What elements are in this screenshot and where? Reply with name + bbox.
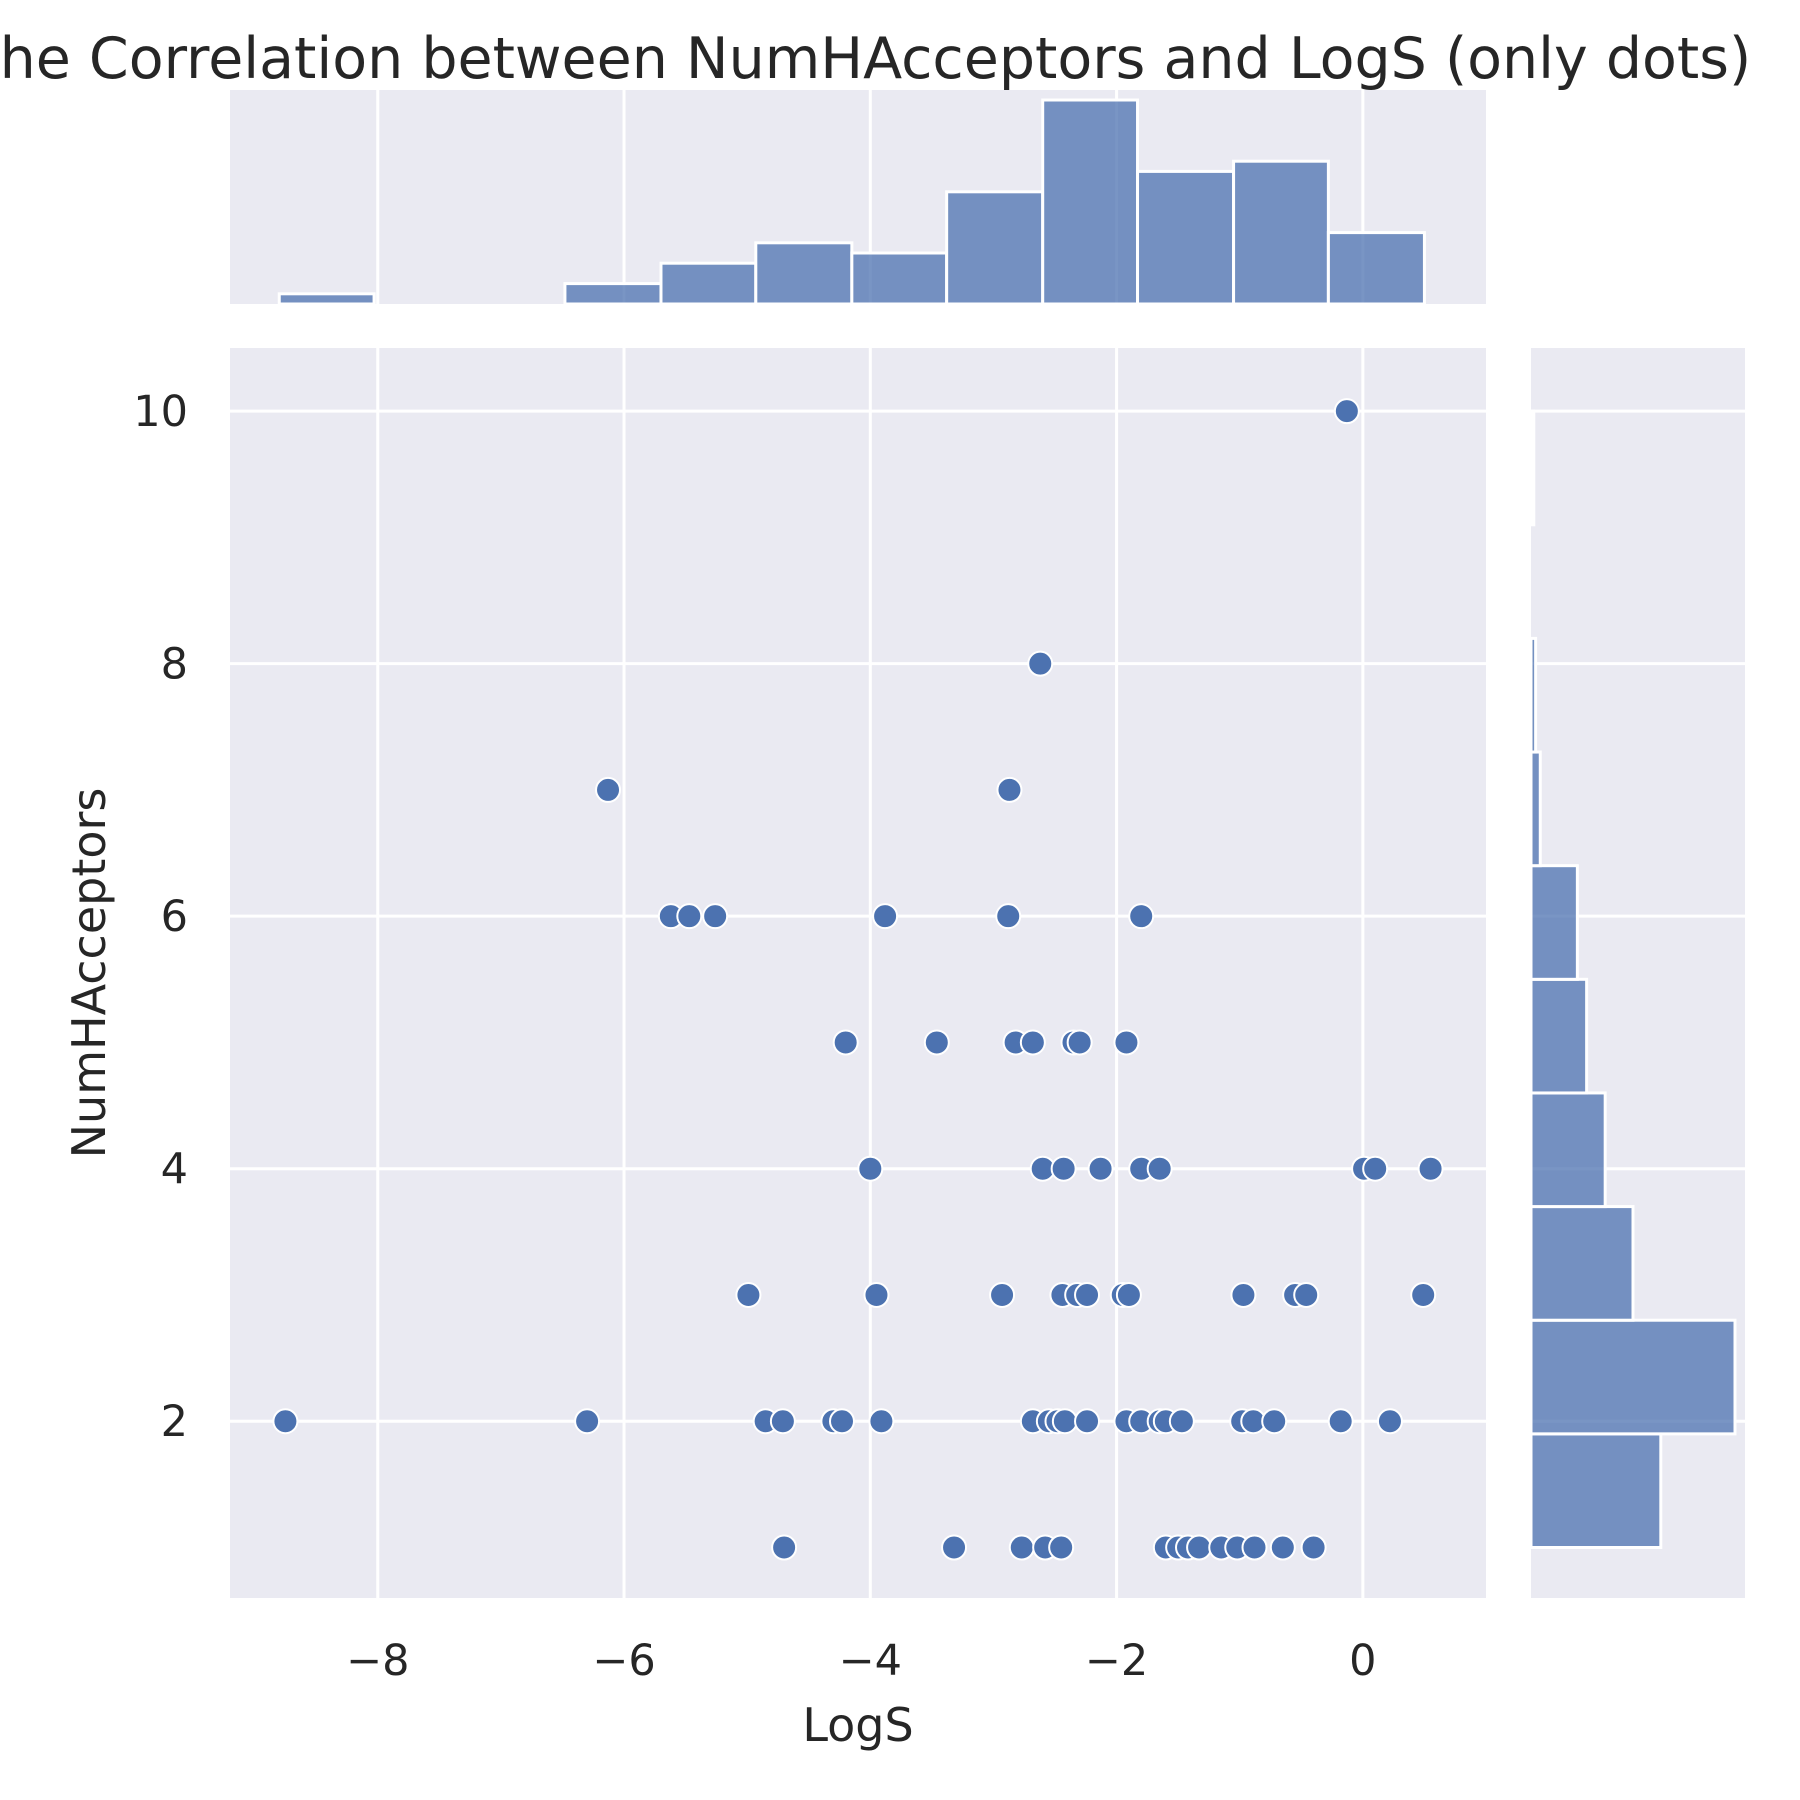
scatter-point [1300, 1534, 1327, 1561]
scatter-point [1186, 1534, 1213, 1561]
scatter-point [832, 1029, 859, 1056]
scatter-point [1230, 1281, 1257, 1308]
scatter-plot-area [230, 348, 1486, 1598]
scatter-point [1051, 1408, 1078, 1435]
chart-title: The Correlation between NumHAcceptors an… [0, 26, 1751, 92]
top-hist-bar [1041, 98, 1140, 306]
right-hist-bar [1529, 1205, 1635, 1322]
scatter-point [771, 1534, 798, 1561]
scatter-point [989, 1281, 1016, 1308]
scatter-point [1241, 1534, 1268, 1561]
scatter-point [872, 903, 899, 930]
scatter-point [1027, 650, 1054, 677]
scatter-point [1066, 1029, 1093, 1056]
scatter-point [574, 1408, 601, 1435]
scatter-background [230, 348, 1486, 1598]
right-hist-bar [1529, 1091, 1607, 1209]
scatter-point [1128, 903, 1155, 930]
scatter-point [1333, 398, 1360, 425]
top-marginal-histogram [230, 90, 1486, 306]
scatter-point [595, 776, 622, 803]
scatter-point [1019, 1029, 1046, 1056]
x-tick-label: −8 [346, 1636, 409, 1686]
scatter-point [1113, 1029, 1140, 1056]
scatter-point [941, 1534, 968, 1561]
scatter-point [1146, 1155, 1173, 1182]
scatter-point [1074, 1281, 1101, 1308]
y-axis-label: NumHAcceptors [62, 788, 116, 1159]
top-hist-bar [1232, 159, 1330, 306]
right-hist-bar [1529, 864, 1579, 981]
scatter-point [1008, 1534, 1035, 1561]
scatter-point [1269, 1534, 1296, 1561]
right-hist-bar [1529, 977, 1589, 1095]
top-hist-bar [1326, 231, 1426, 306]
scatter-point [1048, 1534, 1075, 1561]
scatter-point [676, 903, 703, 930]
scatter-point [702, 903, 729, 930]
scatter-point [857, 1155, 884, 1182]
y-tick-label: 2 [161, 1397, 188, 1447]
top-hist-bar [277, 292, 376, 306]
scatter-point [996, 776, 1023, 803]
scatter-point [1050, 1155, 1077, 1182]
scatter-point [1168, 1408, 1195, 1435]
scatter-point [272, 1408, 299, 1435]
top-hist-bar [850, 251, 949, 306]
scatter-point [1410, 1281, 1437, 1308]
x-tick-label: −4 [839, 1636, 902, 1686]
scatter-point [1293, 1281, 1320, 1308]
scatter-point [1376, 1408, 1403, 1435]
scatter-point [769, 1408, 796, 1435]
right-marginal-histogram [1529, 348, 1745, 1598]
scatter-point [1261, 1408, 1288, 1435]
scatter-point [1362, 1155, 1389, 1182]
scatter-point [735, 1281, 762, 1308]
y-tick-label: 8 [161, 640, 188, 690]
top-hist-bar [659, 261, 758, 306]
x-axis-label: LogS [802, 1698, 913, 1752]
scatter-point [828, 1408, 855, 1435]
scatter-point [1087, 1155, 1114, 1182]
x-tick-label: −2 [1085, 1636, 1148, 1686]
scatter-point [1074, 1408, 1101, 1435]
y-tick-label: 6 [161, 892, 188, 942]
scatter-point [1115, 1281, 1142, 1308]
y-tick-label: 4 [161, 1145, 188, 1195]
right-hist-bar [1529, 636, 1538, 754]
scatter-point [1417, 1155, 1444, 1182]
right-hist-bar [1529, 750, 1542, 868]
top-hist-bar [945, 190, 1045, 306]
scatter-point [863, 1281, 890, 1308]
right-hist-bar [1529, 1318, 1737, 1436]
top-hist-bar [754, 241, 854, 306]
top-hist-bar [563, 282, 663, 306]
scatter-point [868, 1408, 895, 1435]
right-hist-bar [1529, 409, 1536, 527]
x-tick-label: 0 [1349, 1636, 1376, 1686]
y-tick-label: 10 [133, 387, 188, 437]
x-tick-label: −6 [592, 1636, 655, 1686]
top-hist-bar [1136, 169, 1236, 306]
scatter-point [995, 903, 1022, 930]
scatter-point [1327, 1408, 1354, 1435]
right-hist-bar [1529, 1432, 1663, 1549]
scatter-point [923, 1029, 950, 1056]
